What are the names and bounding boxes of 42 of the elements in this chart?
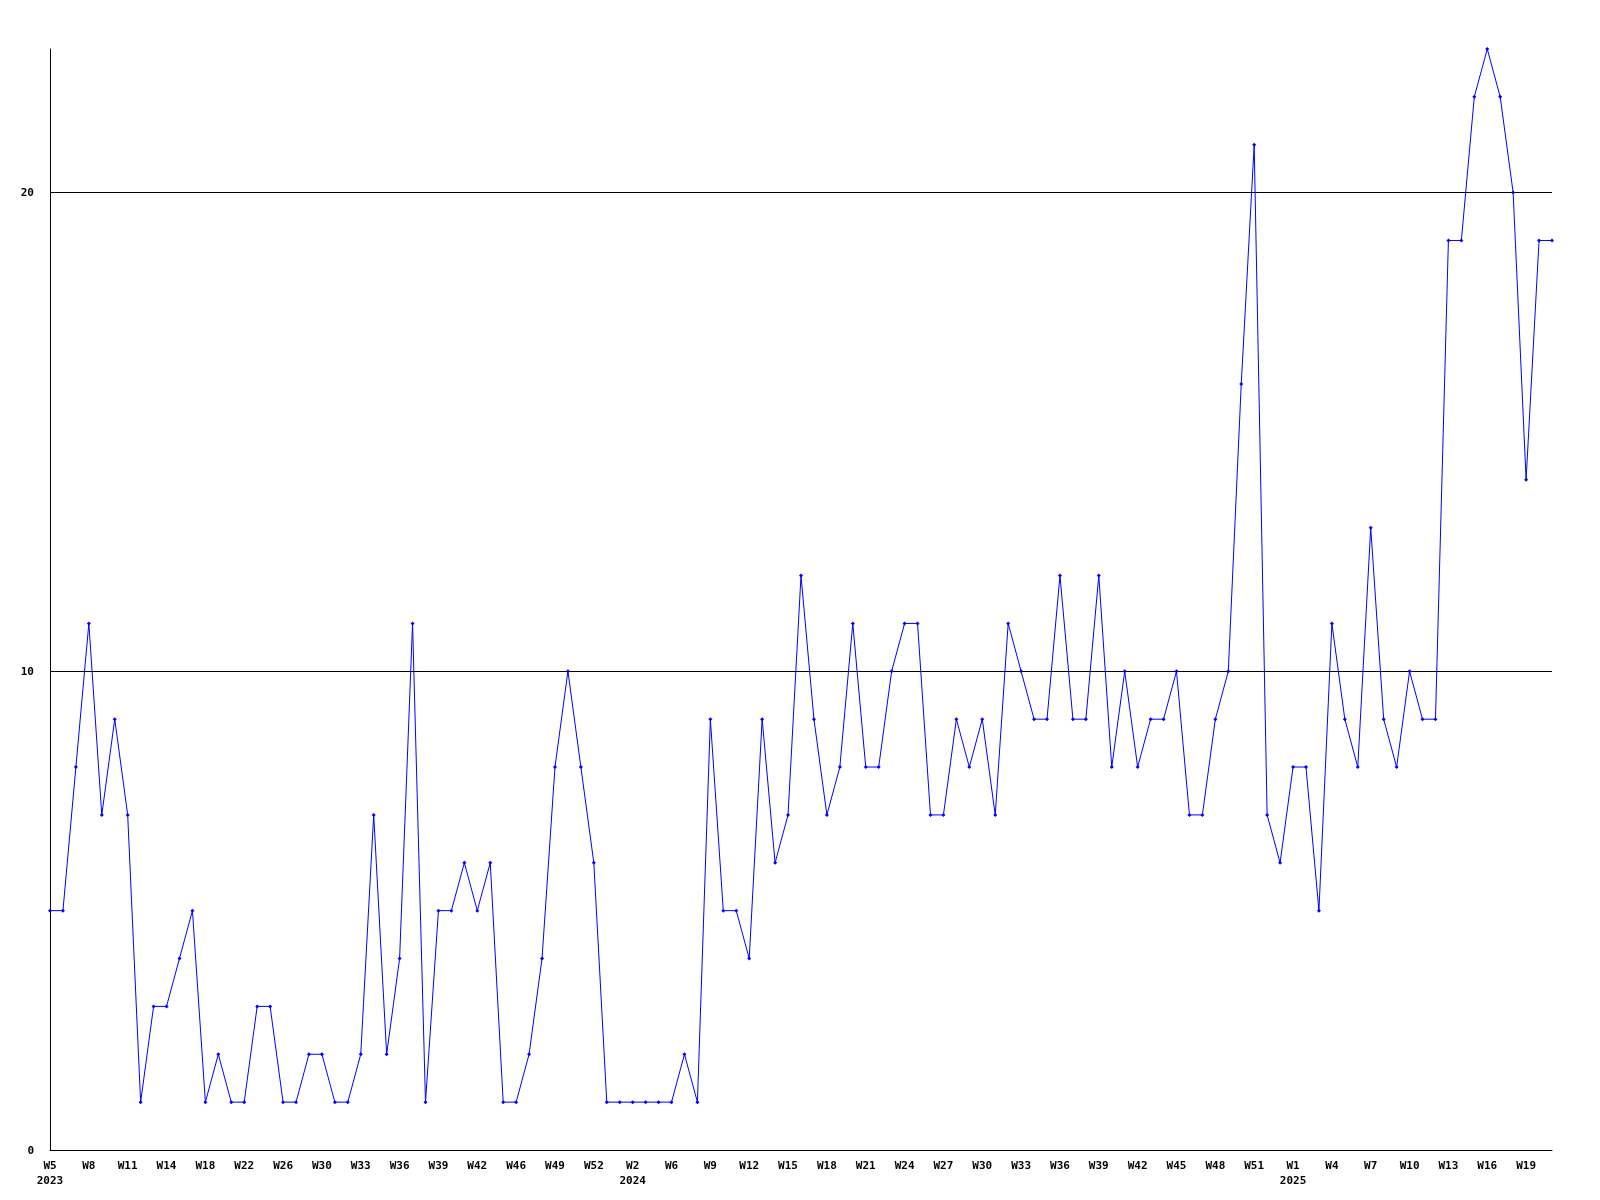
x-tick-label: W30 xyxy=(972,1159,993,1172)
x-tick-label: W33 xyxy=(1011,1159,1032,1172)
x-tick-label: W39 xyxy=(1088,1159,1109,1172)
x-tick-label: W5 2023 xyxy=(36,1159,64,1187)
x-tick-label: W51 xyxy=(1244,1159,1265,1172)
x-tick-label: W14 xyxy=(156,1159,177,1172)
x-tick-label: W49 xyxy=(545,1159,565,1172)
x-tick-label: W21 xyxy=(855,1159,877,1172)
x-tick-label: W26 xyxy=(273,1159,294,1172)
x-tick-label: W6 xyxy=(664,1159,679,1172)
x-tick-label: W48 xyxy=(1205,1159,1226,1172)
x-tick-label: W30 xyxy=(311,1159,332,1172)
y-tick-label: 10 xyxy=(20,664,34,678)
x-tick-label: W1 2025 xyxy=(1279,1159,1307,1187)
x-tick-label: W8 xyxy=(82,1159,96,1172)
x-tick-label: W33 xyxy=(350,1159,371,1172)
x-tick-label: W22 xyxy=(234,1159,255,1172)
x-tick-label: W36 xyxy=(389,1159,410,1172)
x-tick-label: W24 xyxy=(894,1159,915,1172)
x-tick-label: W18 xyxy=(195,1159,216,1172)
x-tick-label: W11 xyxy=(117,1159,138,1172)
x-tick-label: W45 xyxy=(1166,1159,1187,1172)
x-tick-label: W27 xyxy=(933,1159,954,1172)
x-tick-label: W52 xyxy=(583,1159,604,1172)
y-tick-label: 20 xyxy=(20,186,34,200)
x-tick-label: W36 xyxy=(1050,1159,1071,1172)
y-tick-label: 0 xyxy=(27,1143,34,1157)
x-tick-label: W4 xyxy=(1325,1159,1339,1172)
x-tick-label: W10 xyxy=(1399,1159,1420,1172)
x-tick-label: W2 2024 xyxy=(619,1159,647,1187)
x-tick-label: W18 xyxy=(816,1159,837,1172)
x-tick-label: W42 xyxy=(1127,1159,1148,1172)
x-tick-label: W16 xyxy=(1477,1159,1498,1172)
x-tick-label: W42 xyxy=(467,1159,488,1172)
x-tick-label: W9 xyxy=(703,1159,717,1172)
x-tick-label: W46 xyxy=(506,1159,527,1172)
x-tick-label: W13 xyxy=(1438,1159,1459,1172)
x-tick-label: W15 xyxy=(778,1159,798,1172)
x-tick-label: W39 xyxy=(428,1159,449,1172)
x-tick-label: W12 xyxy=(739,1159,760,1172)
x-tick-label: W19 xyxy=(1516,1159,1537,1172)
x-tick-label: W7 xyxy=(1364,1159,1378,1172)
